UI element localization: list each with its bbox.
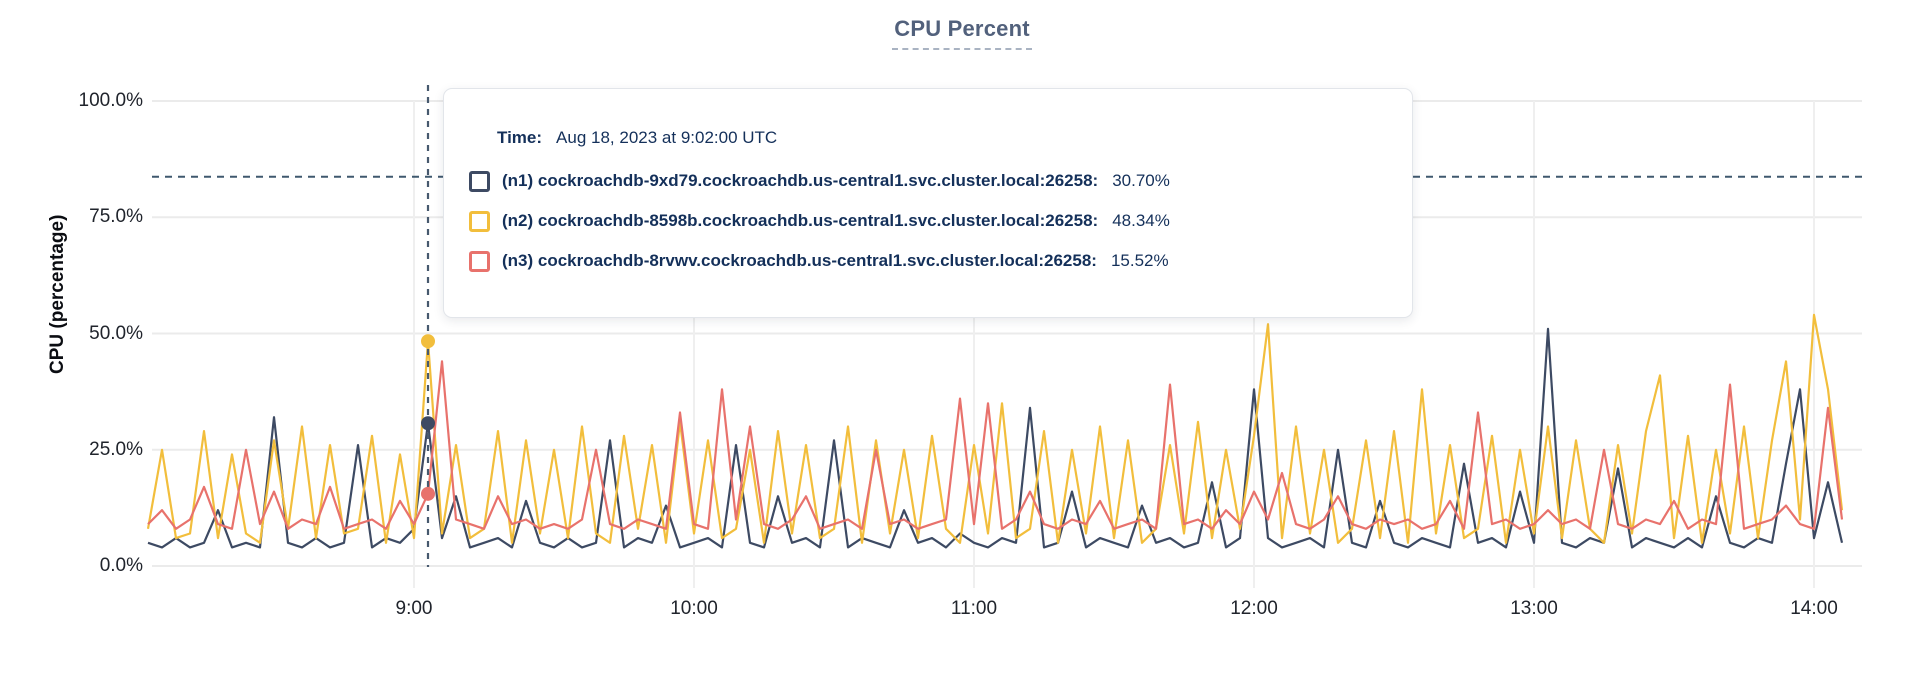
y-tick-label: 25.0% <box>89 438 143 460</box>
x-tick-label: 14:00 <box>1790 598 1838 619</box>
tooltip-series-value: 48.34% <box>1112 211 1170 230</box>
chart-title-text: CPU Percent <box>892 16 1032 50</box>
x-tick-label: 12:00 <box>1230 598 1278 619</box>
x-tick-label: 13:00 <box>1510 598 1558 619</box>
y-axis-title-text: CPU (percentage) <box>47 214 68 374</box>
tooltip-series-value: 30.70% <box>1112 171 1170 190</box>
tooltip-time-value: Aug 18, 2023 at 9:02:00 UTC <box>556 128 778 147</box>
series-swatch-icon <box>469 170 490 192</box>
tooltip-series-row-n3: (n3) cockroachdb-8rvwv.cockroachdb.us-ce… <box>469 250 1412 272</box>
series-line-n3 <box>147 360 1844 530</box>
hover-point-n1 <box>421 416 435 431</box>
y-tick-label: 100.0% <box>78 90 143 111</box>
tooltip-time-row: Time: Aug 18, 2023 at 9:02:00 UTC <box>497 127 1412 149</box>
tooltip-series-label: (n1) cockroachdb-9xd79.cockroachdb.us-ce… <box>502 171 1099 190</box>
x-tick-label: 10:00 <box>670 598 718 619</box>
hover-point-n2 <box>421 334 435 349</box>
x-tick-label: 9:00 <box>395 598 433 619</box>
tooltip-series-label: (n3) cockroachdb-8rvwv.cockroachdb.us-ce… <box>502 251 1097 270</box>
tooltip-series-value: 15.52% <box>1110 251 1169 270</box>
series-line-n2 <box>146 313 1844 544</box>
y-tick-label: 0.0% <box>99 555 143 576</box>
tooltip-time-label: Time: <box>497 128 543 147</box>
series-swatch-icon <box>469 210 490 232</box>
y-tick-label: 75.0% <box>89 206 143 228</box>
tooltip-series-row-n1: (n1) cockroachdb-9xd79.cockroachdb.us-ce… <box>469 170 1412 192</box>
series-line-n1 <box>147 327 1844 549</box>
series-swatch-icon <box>469 250 490 272</box>
chart-title[interactable]: CPU Percent <box>0 16 1924 50</box>
hover-point-n3 <box>421 486 435 501</box>
x-tick-label: 11:00 <box>950 598 998 619</box>
tooltip-series-rows: (n1) cockroachdb-9xd79.cockroachdb.us-ce… <box>469 170 1412 272</box>
tooltip-series-row-n2: (n2) cockroachdb-8598b.cockroachdb.us-ce… <box>469 210 1412 232</box>
tooltip-series-label: (n2) cockroachdb-8598b.cockroachdb.us-ce… <box>502 211 1099 230</box>
chart-tooltip: Time: Aug 18, 2023 at 9:02:00 UTC (n1) co… <box>443 88 1413 318</box>
y-tick-label: 50.0% <box>89 322 143 344</box>
